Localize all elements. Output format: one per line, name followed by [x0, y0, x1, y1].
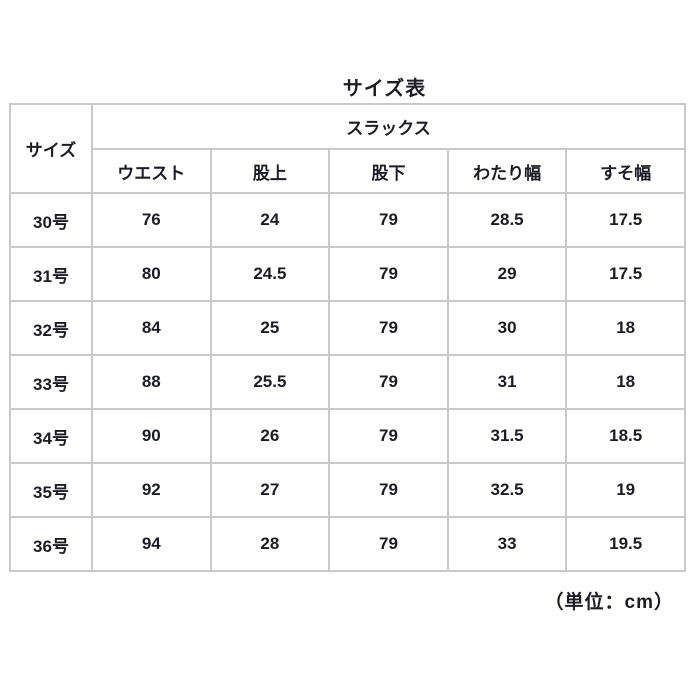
value-cell: 18 — [565, 300, 686, 356]
value-cell: 79 — [328, 300, 449, 356]
table-row: 36号 94 28 79 33 19.5 — [9, 516, 686, 572]
value-cell: 80 — [91, 246, 212, 302]
size-cell: 33号 — [9, 354, 93, 410]
table-row: 31号 80 24.5 79 29 17.5 — [9, 246, 686, 302]
size-cell: 31号 — [9, 246, 93, 302]
column-header-hem: すそ幅 — [565, 148, 686, 194]
value-cell: 79 — [328, 354, 449, 410]
value-cell: 17.5 — [565, 246, 686, 302]
size-cell: 34号 — [9, 408, 93, 464]
table-row: 35号 92 27 79 32.5 19 — [9, 462, 686, 518]
value-cell: 79 — [328, 246, 449, 302]
value-cell: 17.5 — [565, 192, 686, 248]
table-header-row-group: サイズ スラックス — [9, 103, 686, 194]
value-cell: 79 — [328, 408, 449, 464]
value-cell: 28.5 — [446, 192, 568, 248]
value-cell: 32.5 — [446, 462, 568, 518]
size-cell: 32号 — [9, 300, 93, 356]
value-cell: 25.5 — [209, 354, 331, 410]
value-cell: 88 — [91, 354, 212, 410]
column-header-thigh: わたり幅 — [446, 148, 568, 194]
table-row: 33号 88 25.5 79 31 18 — [9, 354, 686, 410]
value-cell: 92 — [91, 462, 212, 518]
size-cell: 35号 — [9, 462, 93, 518]
table-row: 34号 90 26 79 31.5 18.5 — [9, 408, 686, 464]
value-cell: 18 — [565, 354, 686, 410]
unit-note: （単位：cm） — [544, 592, 674, 613]
value-cell: 26 — [209, 408, 331, 464]
value-cell: 27 — [209, 462, 331, 518]
value-cell: 79 — [328, 462, 449, 518]
value-cell: 33 — [446, 516, 568, 572]
value-cell: 24.5 — [209, 246, 331, 302]
value-cell: 28 — [209, 516, 331, 572]
value-cell: 31 — [446, 354, 568, 410]
value-cell: 24 — [209, 192, 331, 248]
value-cell: 79 — [328, 516, 449, 572]
value-cell: 90 — [91, 408, 212, 464]
value-cell: 29 — [446, 246, 568, 302]
table-row: 32号 84 25 79 30 18 — [9, 300, 686, 356]
value-cell: 31.5 — [446, 408, 568, 464]
size-table: サイズ スラックス ウエスト 股上 股下 わたり幅 すそ幅 30号 76 24 … — [9, 103, 686, 572]
value-cell: 19.5 — [565, 516, 686, 572]
column-header-inseam: 股下 — [328, 148, 449, 194]
value-cell: 79 — [328, 192, 449, 248]
column-header-waist: ウエスト — [91, 148, 212, 194]
value-cell: 18.5 — [565, 408, 686, 464]
column-header-rise: 股上 — [209, 148, 331, 194]
group-header-slacks: スラックス — [91, 103, 686, 150]
page-title: サイズ表 — [342, 78, 427, 100]
size-cell: 30号 — [9, 192, 93, 248]
table-header-row-columns: ウエスト 股上 股下 わたり幅 すそ幅 — [10, 148, 686, 194]
value-cell: 94 — [91, 516, 212, 572]
value-cell: 30 — [446, 300, 568, 356]
size-cell: 36号 — [9, 516, 93, 572]
value-cell: 19 — [565, 462, 686, 518]
corner-header-size: サイズ — [9, 103, 93, 194]
value-cell: 25 — [209, 300, 331, 356]
table-row: 30号 76 24 79 28.5 17.5 — [9, 192, 686, 248]
value-cell: 84 — [91, 300, 212, 356]
value-cell: 76 — [91, 192, 212, 248]
